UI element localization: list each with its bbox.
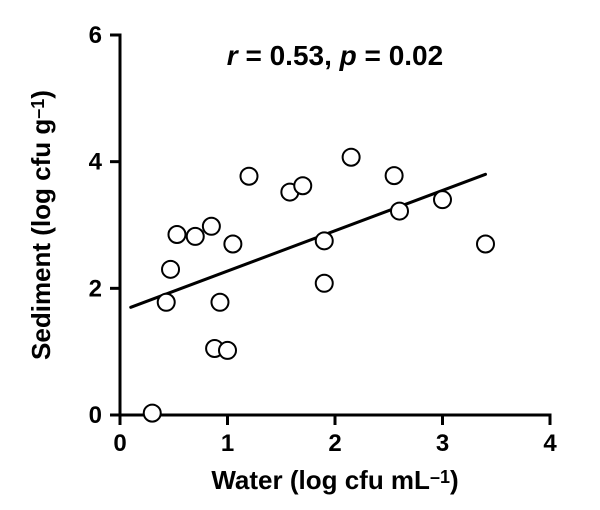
svg-text:4: 4 <box>89 149 103 176</box>
svg-text:6: 6 <box>89 22 102 49</box>
svg-text:4: 4 <box>543 430 557 457</box>
svg-text:2: 2 <box>328 430 341 457</box>
scatter-chart: 0 1 2 3 4 0 2 4 6 Water (log cfu mL–1) Sediment (l… <box>0 0 600 510</box>
svg-text:0: 0 <box>113 430 126 457</box>
svg-text:0: 0 <box>89 402 102 429</box>
svg-text:2: 2 <box>89 275 102 302</box>
correlation-stats: r = 0.53, p = 0.02 <box>155 40 515 72</box>
svg-text:1: 1 <box>221 430 234 457</box>
svg-text:Water (log cfu mL–1): Water (log cfu mL–1) <box>211 465 458 495</box>
svg-text:3: 3 <box>436 430 449 457</box>
svg-text:Sediment (log cfu g–1): Sediment (log cfu g–1) <box>26 90 56 360</box>
chart-canvas: 0 1 2 3 4 0 2 4 6 Water (log cfu mL–1) Sediment (l… <box>0 0 600 510</box>
